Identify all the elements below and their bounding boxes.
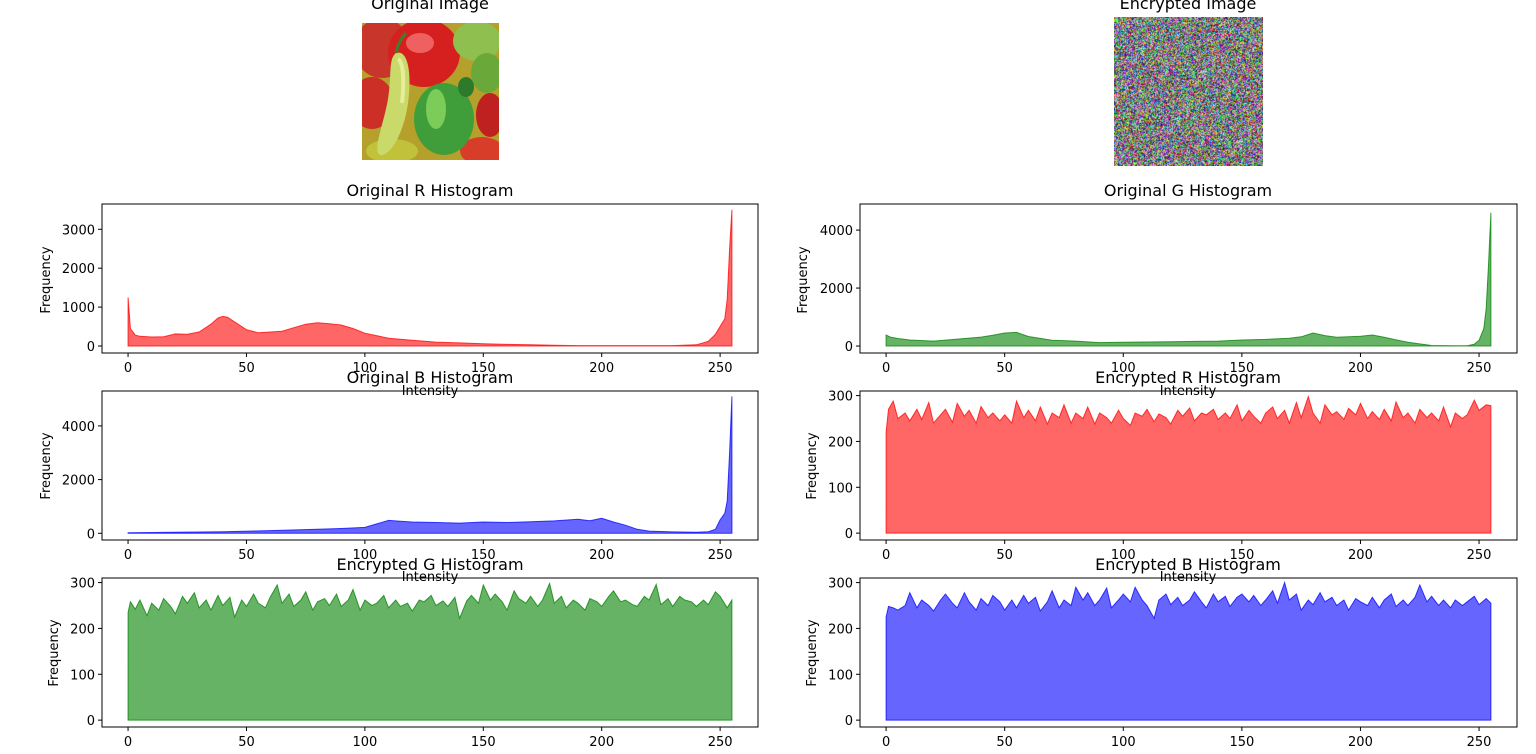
y-tick-label: 0 [87,340,95,355]
y-tick-label: 100 [70,668,95,683]
y-axis-label: Frequency [39,432,54,499]
plot-frame [101,390,759,541]
peppers-picture [362,23,499,160]
x-tick-label: 200 [1348,361,1373,376]
histogram-panel-5: 0 50 100 150 200 250 0 100 200 300 Frequency Encryp… [47,555,759,750]
x-tick-label: 100 [352,735,377,750]
y-tick-label: 2000 [62,474,95,489]
plot-frame [859,577,1518,728]
original-image [362,23,499,160]
x-tick-label: 50 [238,735,255,750]
x-tick-label: 250 [708,548,733,563]
x-tick-label: 0 [124,548,132,563]
x-tick-label: 200 [1348,735,1373,750]
x-tick-label: 150 [471,548,496,563]
histogram-area-series [127,396,733,534]
y-tick-label: 1000 [62,301,95,316]
y-tick-label: 0 [845,340,853,355]
y-axis-label: Frequency [805,432,820,499]
y-tick-label: 2000 [820,282,853,297]
y-tick-label: 300 [828,390,853,405]
encrypted-noise-canvas [1114,17,1263,166]
x-tick-label: 50 [238,361,255,376]
chart-title: Original G Histogram [1104,181,1272,200]
x-tick-label: 100 [1111,735,1136,750]
y-tick-label: 2000 [62,262,95,277]
y-tick-label: 100 [828,668,853,683]
y-tick-label: 4000 [820,224,853,239]
x-tick-label: 200 [1348,548,1373,563]
y-tick-label: 0 [87,527,95,542]
plot-frame [859,390,1518,541]
x-tick-label: 50 [996,361,1013,376]
histogram-panel-4: 0 50 100 150 200 2500100200300FrequencyIntens… [805,368,1518,585]
x-tick-label: 100 [1111,361,1136,376]
chart-title: Original R Histogram [347,181,514,200]
x-tick-label: 200 [589,735,614,750]
x-tick-label: 150 [1229,361,1254,376]
y-tick-label: 100 [828,481,853,496]
histogram-area-series [885,212,1492,347]
y-axis-label: Frequency [39,246,54,313]
original-image-title: Original Image [371,0,489,13]
y-tick-label: 200 [828,622,853,637]
y-tick-label: 300 [828,577,853,592]
y-tick-label: 0 [845,527,853,542]
x-tick-label: 0 [882,361,890,376]
y-tick-label: 300 [70,577,95,592]
x-tick-label: 250 [708,361,733,376]
x-tick-label: 100 [1111,548,1136,563]
chart-title: Encrypted R Histogram [1095,368,1281,387]
plot-frame [859,203,1518,354]
x-tick-label: 0 [882,548,890,563]
histogram-area-series [885,394,1492,534]
histogram-area-series [127,209,733,347]
x-tick-label: 50 [996,548,1013,563]
x-tick-label: 100 [352,361,377,376]
x-tick-label: 100 [352,548,377,563]
histogram-area-series [127,581,733,721]
histogram-panel-6: 0 50 100 150 200 250 0 100 200 300 Frequency Encryp… [805,555,1518,750]
x-tick-label: 0 [882,735,890,750]
encrypted-image-title: Encrypted Image [1119,0,1257,13]
x-tick-label: 200 [589,548,614,563]
x-tick-label: 0 [124,361,132,376]
histogram-panel-1: 0 50 100 150 200 2500100020003000FrequencyInt… [39,181,759,399]
histogram-panel-3: 0 50 100 150 200 250020004000FrequencyIntensi… [39,368,759,585]
y-axis-label: Frequency [47,619,62,686]
x-tick-label: 250 [1467,361,1492,376]
y-tick-label: 200 [828,435,853,450]
chart-title: Encrypted B Histogram [1095,555,1281,574]
x-tick-label: 200 [589,361,614,376]
x-tick-label: 250 [708,735,733,750]
x-tick-label: 50 [996,735,1013,750]
plot-frame [101,577,759,728]
x-tick-label: 150 [1229,735,1254,750]
x-tick-label: 250 [1467,735,1492,750]
x-tick-label: 0 [124,735,132,750]
chart-title: Encrypted G Histogram [336,555,523,574]
y-axis-label: Frequency [796,246,811,313]
encrypted-image [1114,17,1263,166]
y-tick-label: 4000 [62,420,95,435]
y-tick-label: 0 [87,714,95,729]
histogram-panel-2: 0 50 100 150 200 250020004000FrequencyIntensi… [796,181,1518,399]
y-axis-label: Frequency [805,619,820,686]
histogram-area-series [885,580,1492,721]
y-tick-label: 0 [845,714,853,729]
plot-frame [101,203,759,354]
chart-title: Original B Histogram [347,368,514,387]
x-tick-label: 150 [471,735,496,750]
x-tick-label: 150 [1229,548,1254,563]
y-tick-label: 3000 [62,223,95,238]
x-tick-label: 150 [471,361,496,376]
x-tick-label: 50 [238,548,255,563]
y-tick-label: 200 [70,622,95,637]
x-tick-label: 250 [1467,548,1492,563]
